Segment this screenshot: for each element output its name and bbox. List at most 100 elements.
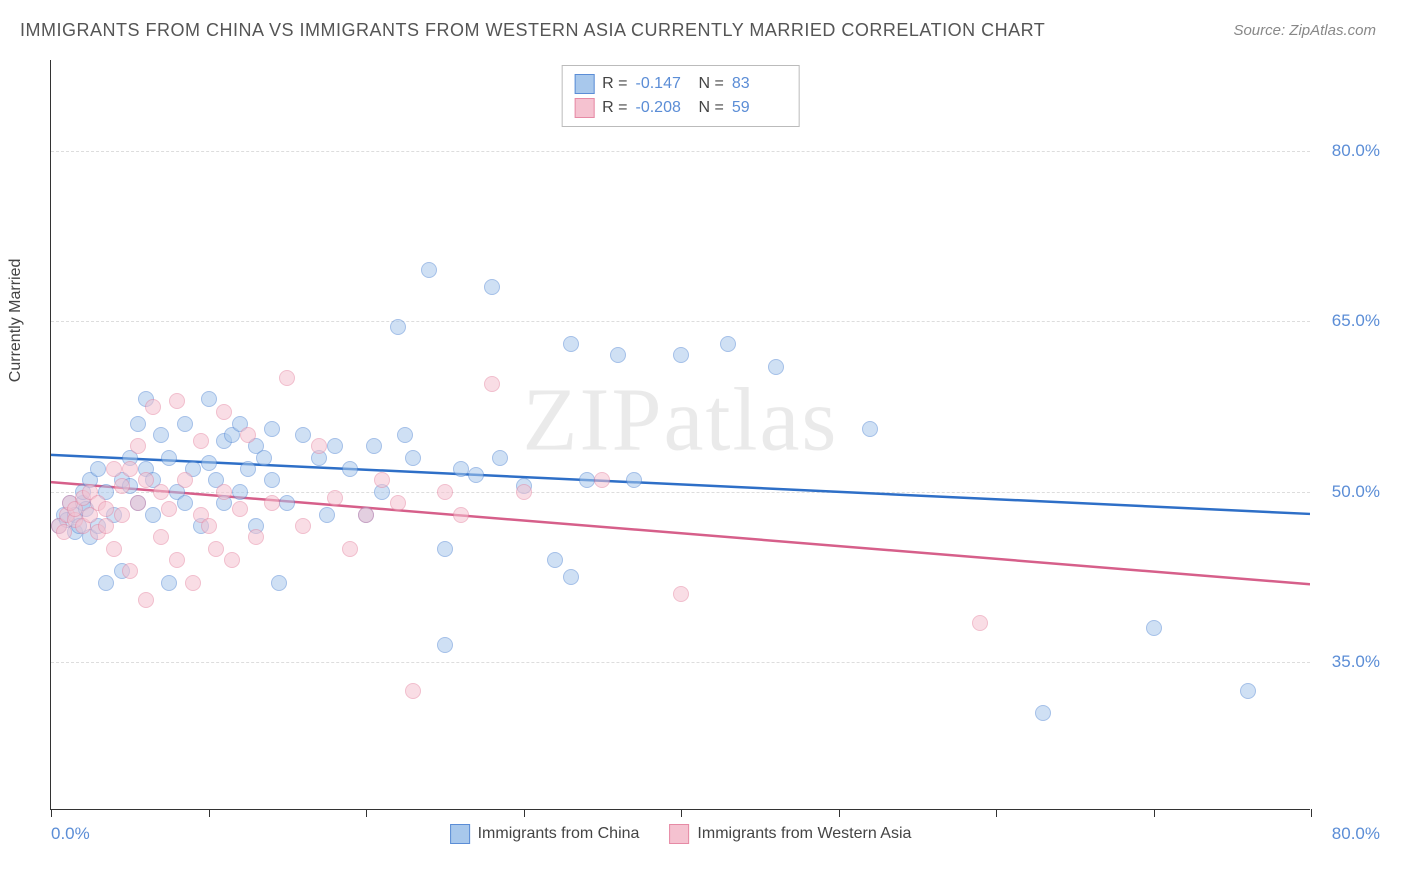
scatter-point [161, 575, 177, 591]
scatter-point [1240, 683, 1256, 699]
legend-swatch-wasia [574, 98, 594, 118]
n-value-china: 83 [732, 75, 787, 93]
n-value-wasia: 59 [732, 99, 787, 117]
scatter-point [279, 370, 295, 386]
x-tick [209, 809, 210, 817]
scatter-point [98, 575, 114, 591]
chart-title: IMMIGRANTS FROM CHINA VS IMMIGRANTS FROM… [20, 20, 1045, 41]
scatter-point [516, 484, 532, 500]
scatter-point [106, 541, 122, 557]
scatter-point [563, 569, 579, 585]
scatter-point [177, 472, 193, 488]
scatter-point [342, 541, 358, 557]
chart-plot-area: ZIPatlas Currently Married 35.0%50.0%65.… [50, 60, 1310, 810]
x-axis-max-label: 80.0% [1332, 824, 1380, 844]
scatter-point [1035, 705, 1051, 721]
scatter-point [366, 438, 382, 454]
scatter-point [673, 347, 689, 363]
scatter-point [153, 427, 169, 443]
x-tick [839, 809, 840, 817]
r-value-wasia: -0.208 [636, 99, 691, 117]
scatter-point [208, 541, 224, 557]
scatter-point [153, 529, 169, 545]
scatter-point [437, 637, 453, 653]
scatter-point [216, 484, 232, 500]
scatter-point [90, 461, 106, 477]
x-tick [996, 809, 997, 817]
scatter-point [972, 615, 988, 631]
scatter-point [374, 472, 390, 488]
y-axis-title: Currently Married [7, 258, 25, 382]
scatter-point [161, 501, 177, 517]
r-label: R = [602, 99, 627, 117]
scatter-point [484, 279, 500, 295]
legend-series-box: Immigrants from China Immigrants from We… [450, 824, 912, 844]
points-layer [51, 60, 1310, 809]
x-tick [1311, 809, 1312, 817]
scatter-point [327, 438, 343, 454]
scatter-point [279, 495, 295, 511]
r-label: R = [602, 75, 627, 93]
scatter-point [256, 450, 272, 466]
scatter-point [768, 359, 784, 375]
legend-item-wasia: Immigrants from Western Asia [669, 824, 911, 844]
scatter-point [153, 484, 169, 500]
x-tick [366, 809, 367, 817]
scatter-point [98, 518, 114, 534]
scatter-point [547, 552, 563, 568]
r-value-china: -0.147 [636, 75, 691, 93]
scatter-point [193, 433, 209, 449]
scatter-point [453, 461, 469, 477]
y-tick-label: 50.0% [1332, 482, 1380, 502]
scatter-point [319, 507, 335, 523]
scatter-point [130, 438, 146, 454]
scatter-point [453, 507, 469, 523]
scatter-point [437, 484, 453, 500]
legend-swatch-wasia-icon [669, 824, 689, 844]
scatter-point [114, 507, 130, 523]
scatter-point [232, 484, 248, 500]
scatter-point [271, 575, 287, 591]
scatter-point [327, 490, 343, 506]
scatter-point [437, 541, 453, 557]
scatter-point [405, 683, 421, 699]
scatter-point [563, 336, 579, 352]
x-tick [51, 809, 52, 817]
scatter-point [130, 416, 146, 432]
scatter-point [216, 404, 232, 420]
legend-swatch-china-icon [450, 824, 470, 844]
scatter-point [295, 427, 311, 443]
scatter-point [201, 391, 217, 407]
y-tick-label: 35.0% [1332, 652, 1380, 672]
n-label: N = [699, 99, 724, 117]
scatter-point [122, 563, 138, 579]
scatter-point [720, 336, 736, 352]
scatter-point [169, 552, 185, 568]
scatter-point [264, 495, 280, 511]
x-axis-min-label: 0.0% [51, 824, 90, 844]
scatter-point [862, 421, 878, 437]
legend-stats-row: R = -0.208 N = 59 [574, 96, 787, 120]
scatter-point [264, 421, 280, 437]
scatter-point [405, 450, 421, 466]
scatter-point [673, 586, 689, 602]
legend-label-china: Immigrants from China [478, 825, 640, 843]
scatter-point [224, 552, 240, 568]
source-label: Source: ZipAtlas.com [1233, 22, 1376, 39]
scatter-point [240, 427, 256, 443]
scatter-point [492, 450, 508, 466]
scatter-point [130, 495, 146, 511]
scatter-point [358, 507, 374, 523]
x-tick [1154, 809, 1155, 817]
n-label: N = [699, 75, 724, 93]
legend-stats-box: R = -0.147 N = 83 R = -0.208 N = 59 [561, 65, 800, 127]
scatter-point [342, 461, 358, 477]
scatter-point [397, 427, 413, 443]
scatter-point [177, 416, 193, 432]
y-tick-label: 80.0% [1332, 141, 1380, 161]
scatter-point [138, 472, 154, 488]
scatter-point [626, 472, 642, 488]
scatter-point [106, 461, 122, 477]
scatter-point [177, 495, 193, 511]
scatter-point [264, 472, 280, 488]
